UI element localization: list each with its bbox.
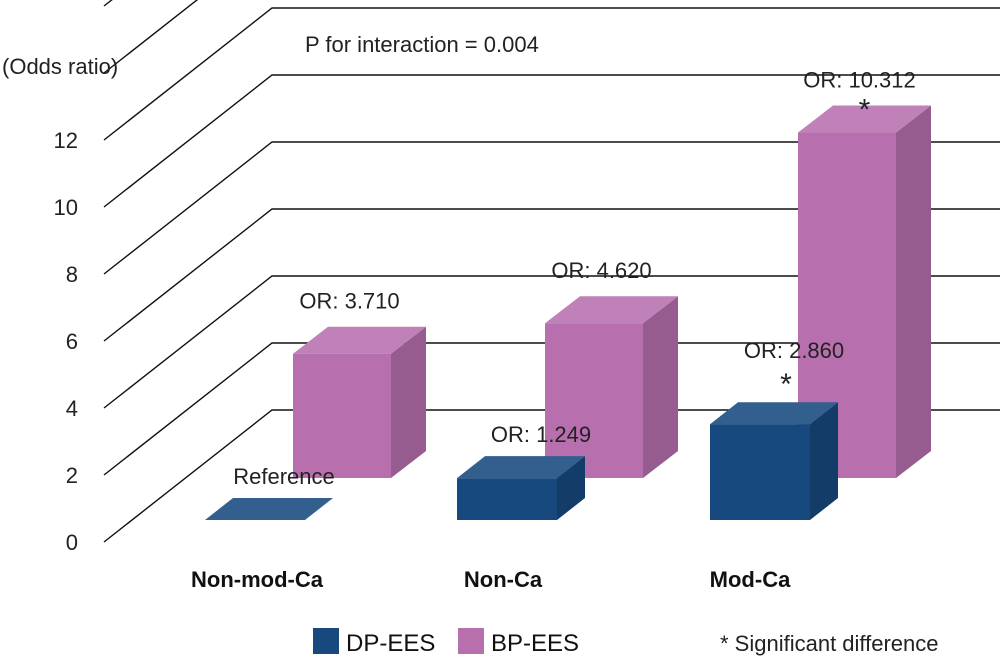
bar-dp-ees-non-mod-ca bbox=[205, 498, 333, 520]
y-tick-layer: 0 2 4 6 8 10 12 bbox=[54, 128, 78, 555]
bar-bp-ees-mod-ca bbox=[798, 105, 931, 478]
category-label-layer: Non-mod-Ca Non-Ca Mod-Ca bbox=[191, 567, 791, 592]
gridline-4 bbox=[103, 275, 1000, 409]
legend-label-bp-ees: BP-EES bbox=[491, 630, 579, 657]
category-label-non-mod-ca: Non-mod-Ca bbox=[191, 567, 324, 592]
bar-bp-ees-non-ca bbox=[545, 296, 678, 478]
category-label-non-ca: Non-Ca bbox=[464, 567, 543, 592]
legend-swatch-dp-ees bbox=[313, 628, 339, 654]
label-bp-ees-mod-ca: OR: 10.312 bbox=[803, 68, 916, 93]
gridline-16 bbox=[103, 0, 113, 7]
y-tick-12: 12 bbox=[54, 128, 78, 153]
label-dp-ees-non-ca: OR: 1.249 bbox=[491, 422, 591, 447]
label-dp-ees-non-mod-ca: Reference bbox=[233, 464, 335, 489]
y-tick-8: 8 bbox=[66, 262, 78, 287]
label-bp-ees-non-ca: OR: 4.620 bbox=[551, 258, 651, 283]
significance-note: * Significant difference bbox=[720, 631, 939, 656]
legend-label-dp-ees: DP-EES bbox=[346, 630, 435, 657]
y-tick-0: 0 bbox=[66, 530, 78, 555]
grid-layer bbox=[103, 0, 1000, 543]
significance-star-dp-ees-mod-ca: * bbox=[780, 368, 792, 401]
gridline-2 bbox=[103, 342, 1000, 476]
data-label-layer: OR: 3.710 Reference OR: 4.620 OR: 1.249 OR: … bbox=[233, 68, 916, 489]
label-bp-ees-non-mod-ca: OR: 3.710 bbox=[299, 289, 399, 314]
interaction-p-value: P for interaction = 0.004 bbox=[305, 32, 539, 57]
gridline-14 bbox=[103, 0, 199, 74]
gridline-12 bbox=[103, 7, 1000, 141]
gridline-6 bbox=[103, 208, 1000, 342]
bar-dp-ees-mod-ca bbox=[710, 402, 838, 520]
y-tick-10: 10 bbox=[54, 195, 78, 220]
y-tick-4: 4 bbox=[66, 396, 78, 421]
bar-dp-ees-non-ca bbox=[457, 456, 585, 520]
y-axis-label: (Odds ratio) bbox=[2, 54, 118, 79]
bar-bp-ees-non-mod-ca bbox=[293, 326, 426, 478]
significance-star-bp-ees-mod-ca: * bbox=[859, 94, 871, 127]
legend-swatch-bp-ees bbox=[458, 628, 484, 654]
gridline-10 bbox=[103, 74, 1000, 208]
category-label-mod-ca: Mod-Ca bbox=[710, 567, 791, 592]
bar-layer bbox=[205, 105, 931, 520]
y-tick-6: 6 bbox=[66, 329, 78, 354]
label-dp-ees-mod-ca: OR: 2.860 bbox=[744, 338, 844, 363]
y-tick-2: 2 bbox=[66, 463, 78, 488]
gridline-8 bbox=[103, 141, 1000, 275]
legend: DP-EES BP-EES * Significant difference bbox=[313, 628, 939, 657]
